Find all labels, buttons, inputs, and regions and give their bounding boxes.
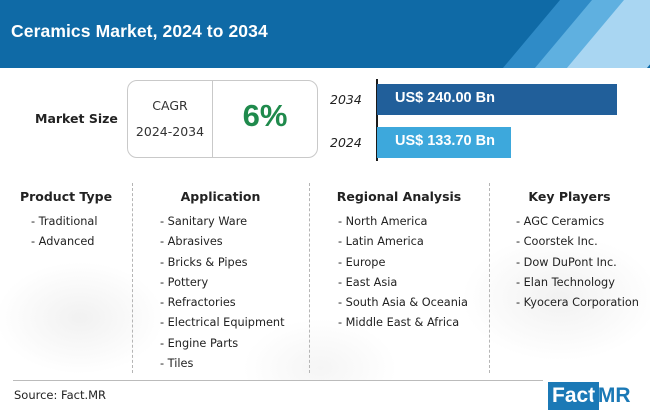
segment-item: - Sanitary Ware [160,215,248,228]
factmr-logo: Fact .MR [548,381,650,413]
background-texture [0,68,650,380]
segment-item: - South Asia & Oceania [338,296,468,310]
segment-item: - Refractories [160,296,236,310]
segment-key-players: Key Players - AGC Ceramics - Coorstek In… [489,183,650,375]
segment-item: - Europe [338,255,386,269]
segment-item: - Middle East & Africa [338,316,460,330]
segment-item: - Pottery [160,275,209,289]
segment-item: - Engine Parts [160,336,239,350]
column-separator [489,183,490,373]
header-banner: Ceramics Market, 2024 to 2034 [0,0,650,68]
segment-list: - North America - Latin America - Europe… [338,212,468,334]
page-title: Ceramics Market, 2024 to 2034 [11,21,268,41]
segment-item: - Elan Technology [516,275,615,289]
segment-item: - Abrasives [160,235,223,249]
segment-title: Product Type [19,189,113,204]
segment-product-type: Product Type - Traditional - Advanced [0,183,132,375]
chart-axis [376,79,378,161]
segment-item: - East Asia [338,275,398,289]
segment-item: - Bricks & Pipes [160,255,248,269]
cagr-period: 2024-2034 [135,124,205,139]
column-separator [309,183,310,373]
segment-item: - North America [338,215,428,228]
cagr-box: CAGR 2024-2034 6% [127,80,318,158]
segment-regional-analysis: Regional Analysis - North America - Lati… [309,183,489,375]
bar-value-label-2024: US$ 133.70 Bn [395,133,495,149]
segment-item: - Latin America [338,235,424,249]
segment-list: - AGC Ceramics - Coorstek Inc. - Dow DuP… [516,212,639,313]
segment-item: - Electrical Equipment [160,316,285,330]
segment-item: - Tiles [160,357,194,371]
cagr-label: CAGR [152,98,188,113]
segment-list: - Sanitary Ware - Abrasives - Bricks & P… [160,212,285,374]
segment-list: - Traditional - Advanced [31,212,98,253]
year-label-2024: 2024 [330,135,362,150]
logo-fact: Fact [548,382,600,410]
segment-title: Application [180,189,261,204]
column-separator [132,183,133,373]
bar-2024 [377,127,511,158]
segment-item: - Coorstek Inc. [516,235,598,249]
cagr-value: 6% [242,98,288,133]
segment-item: - AGC Ceramics [516,215,605,228]
market-size-chart: 2034 US$ 240.00 Bn 2024 US$ 133.70 Bn [330,72,630,164]
cagr-divider [212,81,213,157]
segment-item: - Advanced [31,235,95,249]
bar-value-label-2034: US$ 240.00 Bn [395,90,495,106]
segment-item: - Traditional [31,215,98,228]
footer-divider [13,380,543,381]
logo-mr: .MR [592,384,631,407]
market-size-label: Market Size [35,111,118,126]
segment-item: - Kyocera Corporation [516,296,639,310]
segment-application: Application - Sanitary Ware - Abrasives … [132,183,309,375]
bar-2034 [377,84,617,115]
year-label-2034: 2034 [330,92,362,107]
segment-title: Key Players [528,189,611,204]
segment-title: Regional Analysis [336,189,462,204]
source-credit: Source: Fact.MR [14,388,107,402]
segment-item: - Dow DuPont Inc. [516,255,617,269]
